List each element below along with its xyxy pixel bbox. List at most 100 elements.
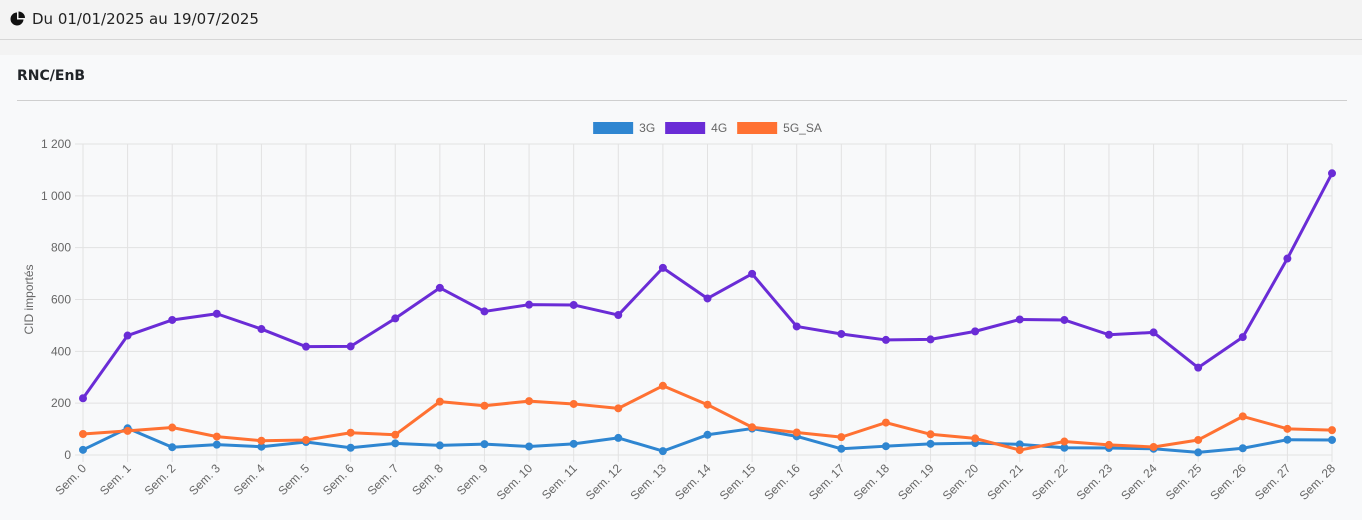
data-point-4G: [881, 335, 890, 344]
data-point-4G: [1060, 315, 1069, 324]
data-point-4G: [1149, 328, 1158, 337]
panel-divider: [17, 100, 1347, 101]
x-tick-label: Sem. 8: [409, 461, 446, 498]
data-point-4G: [79, 394, 87, 403]
data-point-3G: [435, 441, 444, 450]
legend-label-3G[interactable]: 3G: [639, 121, 655, 135]
legend-swatch-5G_SA[interactable]: [737, 122, 778, 134]
data-point-4G: [391, 314, 400, 323]
data-point-5G_SA: [971, 434, 980, 443]
top-toolbar: Du 01/01/2025 au 19/07/2025: [0, 0, 1362, 40]
data-point-3G: [658, 447, 667, 456]
data-point-5G_SA: [257, 436, 266, 445]
data-point-3G: [614, 433, 623, 442]
data-point-5G_SA: [748, 423, 757, 432]
x-tick-label: Sem. 27: [1252, 461, 1294, 503]
x-tick-label: Sem. 16: [761, 461, 803, 503]
data-point-4G: [123, 331, 132, 340]
x-tick-label: Sem. 9: [454, 461, 491, 498]
data-point-4G: [525, 300, 534, 309]
data-point-4G: [792, 322, 801, 331]
y-tick-label: 0: [64, 448, 71, 462]
x-tick-label: Sem. 12: [583, 461, 625, 503]
data-point-5G_SA: [525, 397, 534, 406]
x-tick-label: Sem. 1: [97, 461, 134, 498]
data-point-3G: [1238, 444, 1247, 453]
data-point-4G: [658, 263, 667, 272]
x-tick-label: Sem. 18: [851, 461, 893, 503]
y-tick-label: 1 200: [41, 137, 71, 151]
data-point-4G: [971, 327, 980, 336]
data-point-5G_SA: [391, 430, 400, 439]
data-point-4G: [703, 294, 712, 303]
data-point-5G_SA: [926, 430, 935, 439]
legend-label-5G_SA[interactable]: 5G_SA: [783, 121, 822, 135]
data-point-3G: [1328, 435, 1336, 444]
data-point-5G_SA: [1149, 442, 1158, 451]
y-tick-label: 1 000: [41, 189, 71, 203]
data-point-5G_SA: [881, 418, 890, 427]
y-tick-label: 400: [51, 344, 71, 358]
y-tick-label: 800: [51, 241, 71, 255]
data-point-3G: [212, 440, 221, 449]
x-tick-label: Sem. 28: [1297, 461, 1339, 503]
x-tick-label: Sem. 26: [1207, 461, 1249, 503]
data-point-5G_SA: [435, 397, 444, 406]
data-point-4G: [302, 342, 311, 351]
data-point-4G: [212, 309, 221, 318]
x-tick-label: Sem. 24: [1118, 461, 1160, 503]
x-tick-label: Sem. 22: [1029, 461, 1071, 503]
data-point-4G: [1015, 315, 1024, 324]
data-point-4G: [1194, 363, 1203, 372]
date-range-button[interactable]: Du 01/01/2025 au 19/07/2025: [10, 8, 259, 30]
x-tick-label: Sem. 10: [494, 461, 536, 503]
x-tick-label: Sem. 13: [628, 461, 670, 503]
data-point-3G: [1194, 448, 1203, 457]
x-tick-label: Sem. 6: [320, 461, 357, 498]
x-tick-label: Sem. 11: [539, 461, 580, 502]
data-point-3G: [837, 444, 846, 453]
data-point-5G_SA: [837, 433, 846, 442]
data-point-5G_SA: [792, 428, 801, 437]
data-point-5G_SA: [480, 401, 489, 410]
data-point-4G: [1238, 333, 1247, 342]
data-point-3G: [391, 439, 400, 448]
data-point-5G_SA: [302, 435, 311, 444]
x-tick-label: Sem. 4: [231, 461, 268, 498]
data-point-4G: [1104, 330, 1113, 339]
data-point-3G: [525, 442, 534, 451]
x-tick-label: Sem. 15: [717, 461, 759, 503]
data-point-3G: [926, 439, 935, 448]
data-point-5G_SA: [123, 426, 132, 435]
data-point-5G_SA: [569, 399, 578, 408]
legend-swatch-3G[interactable]: [593, 122, 634, 134]
x-tick-label: Sem. 21: [984, 461, 1026, 503]
x-tick-label: Sem. 7: [365, 461, 402, 498]
x-tick-label: Sem. 0: [52, 461, 89, 498]
data-point-5G_SA: [1283, 424, 1292, 433]
legend-swatch-4G[interactable]: [665, 122, 706, 134]
data-point-5G_SA: [1238, 412, 1247, 421]
x-tick-label: Sem. 3: [186, 461, 223, 498]
data-point-5G_SA: [79, 430, 87, 439]
data-point-3G: [703, 430, 712, 439]
x-tick-label: Sem. 25: [1163, 461, 1205, 503]
data-point-5G_SA: [346, 428, 355, 437]
legend-label-4G[interactable]: 4G: [711, 121, 727, 135]
data-point-4G: [480, 307, 489, 316]
data-point-3G: [480, 440, 489, 449]
pie-chart-icon: [10, 11, 25, 26]
data-point-4G: [346, 342, 355, 351]
data-point-5G_SA: [1328, 426, 1336, 435]
data-point-4G: [926, 335, 935, 344]
data-point-3G: [168, 443, 177, 452]
data-point-4G: [257, 325, 266, 334]
data-point-4G: [748, 269, 757, 278]
x-tick-label: Sem. 20: [940, 461, 982, 503]
data-point-5G_SA: [658, 381, 667, 390]
y-tick-label: 200: [51, 396, 71, 410]
data-point-3G: [346, 443, 355, 452]
panel-title: RNC/EnB: [17, 68, 86, 84]
data-point-5G_SA: [1060, 437, 1069, 446]
x-tick-label: Sem. 2: [142, 461, 179, 498]
